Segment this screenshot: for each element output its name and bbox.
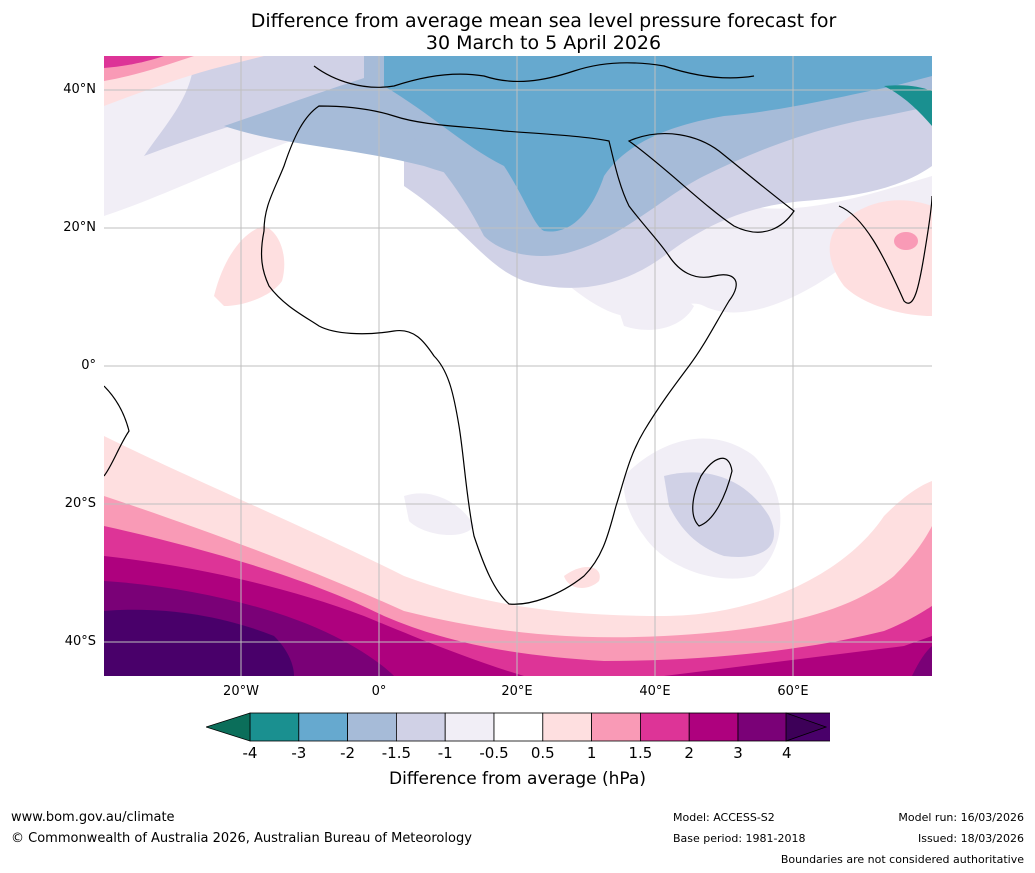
colorbar-title: Difference from average (hPa) [389,769,646,789]
colorbar-tick-label: 2 [684,744,694,762]
anomaly-band-neg-3-north [884,85,932,126]
lat-label-0: 0° [81,358,96,373]
anomaly-band-pos-4-south [104,609,294,676]
colorbar-tick-label: 4 [782,744,792,762]
map-title: Difference from average mean sea level p… [0,10,1035,54]
colorbar-tick-label: -4 [242,744,258,762]
colorbar-cell [493,712,544,742]
colorbar-cell [737,712,788,742]
colorbar-cell [395,712,446,742]
lat-label-40s: 40°S [64,634,96,649]
lon-label-20e: 20°E [501,684,533,699]
title-line-1: Difference from average mean sea level p… [250,10,837,32]
colorbar-tick-label: -3 [291,744,307,762]
lon-label-0: 0° [371,684,387,699]
anomaly-band-neg-2-north [384,56,932,232]
lat-label-40n: 40°N [63,82,96,97]
footer-copyright: © Commonwealth of Australia 2026, Austra… [11,831,472,846]
colorbar-cell [298,712,349,742]
colorbar-cell [688,712,739,742]
colorbar-under-arrow [206,712,251,742]
coastlines [104,62,932,605]
colorbar-cell [639,712,690,742]
colorbar-cell [249,712,300,742]
pressure-anomaly-map [104,56,932,676]
colorbar-over-arrow [785,712,828,742]
lon-label-20w: 20°W [223,684,259,699]
graticule [104,56,932,676]
lat-label-20n: 20°N [63,220,96,235]
footer-issued: Issued: 18/03/2026 [917,832,1024,845]
colorbar-cell [444,712,495,742]
footer-base-period: Base period: 1981-2018 [673,832,806,845]
colorbar [206,712,830,742]
colorbar-tick-label: -1.5 [381,744,412,762]
footer-disclaimer: Boundaries are not considered authoritat… [780,853,1024,866]
colorbar-tick-label: 3 [733,744,743,762]
footer-model: Model: ACCESS-S2 [673,811,775,824]
colorbar-cell [347,712,397,742]
lon-label-60e: 60°E [777,684,809,699]
colorbar-tick-label: 1.5 [628,744,653,762]
lat-label-20s: 20°S [64,496,96,511]
colorbar-tick-label: 1 [586,744,597,762]
colorbar-tick-label: -1 [437,744,453,762]
footer-model-run: Model run: 16/03/2026 [898,811,1024,824]
colorbar-cell [591,712,641,742]
colorbar-tick-label: -0.5 [479,744,509,762]
colorbar-tick-label: 0.5 [530,744,555,762]
title-line-2: 30 March to 5 April 2026 [425,32,662,54]
footer-url[interactable]: www.bom.gov.au/climate [11,810,175,825]
anomaly-blob-india [829,200,932,316]
colorbar-tick-label: -2 [340,744,356,762]
anomaly-blob-west-africa [214,226,285,306]
lon-label-40e: 40°E [639,684,671,699]
colorbar-cell [542,712,592,742]
